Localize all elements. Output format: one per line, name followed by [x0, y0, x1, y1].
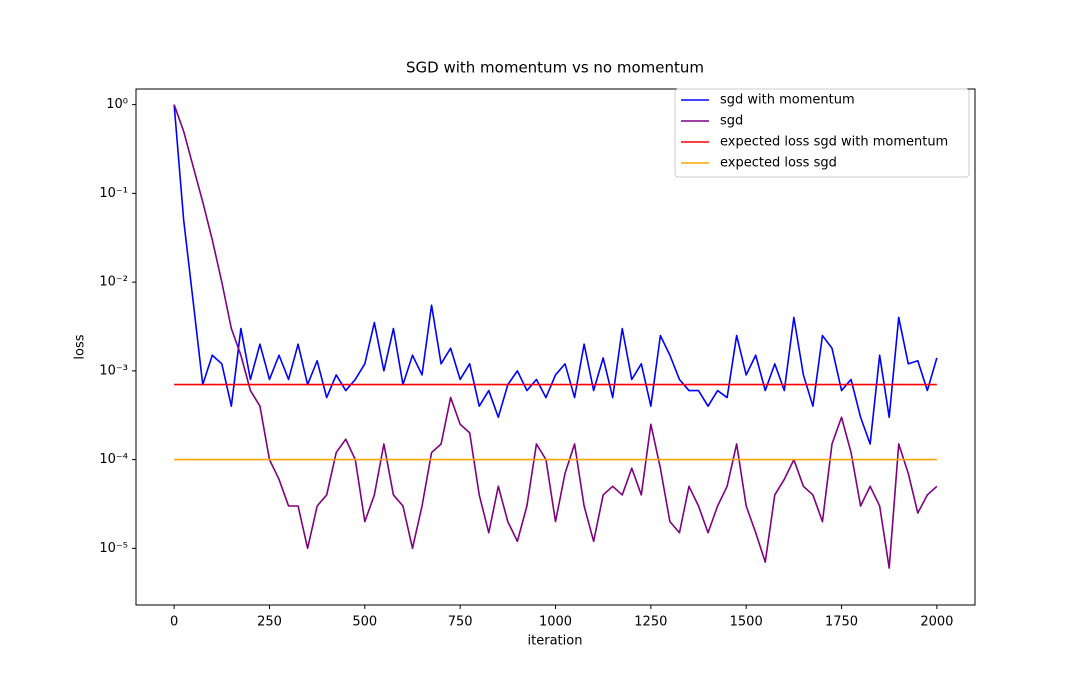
- x-tick-label: 250: [257, 615, 282, 630]
- x-tick-label: 1000: [539, 615, 572, 630]
- x-tick-label: 2000: [920, 615, 953, 630]
- series-line: [173, 104, 938, 445]
- plot-frame: [135, 88, 976, 606]
- series-line: [173, 104, 938, 569]
- y-tick-label: 10⁻⁴: [99, 452, 128, 467]
- x-tick-label: 500: [352, 615, 377, 630]
- y-tick-label: 10⁻³: [99, 363, 128, 378]
- x-tick-label: 1750: [825, 615, 858, 630]
- x-tick-label: 1500: [730, 615, 763, 630]
- legend-label: sgd: [720, 114, 743, 129]
- x-axis-label: iteration: [528, 634, 583, 649]
- legend-box: [674, 88, 970, 178]
- x-tick-label: 750: [448, 615, 473, 630]
- y-axis-label: loss: [73, 334, 88, 359]
- y-tick-label: 10⁻⁵: [99, 541, 128, 556]
- y-tick-label: 10⁻²: [99, 275, 128, 290]
- y-tick-label: 10⁰: [106, 97, 128, 112]
- legend-label: expected loss sgd: [720, 156, 837, 171]
- x-tick-label: 1250: [634, 615, 667, 630]
- chart-title: SGD with momentum vs no momentum: [406, 59, 704, 77]
- legend-label: expected loss sgd with momentum: [720, 135, 948, 150]
- x-tick-label: 0: [170, 615, 178, 630]
- legend-label: sgd with momentum: [720, 93, 855, 108]
- y-tick-label: 10⁻¹: [99, 186, 128, 201]
